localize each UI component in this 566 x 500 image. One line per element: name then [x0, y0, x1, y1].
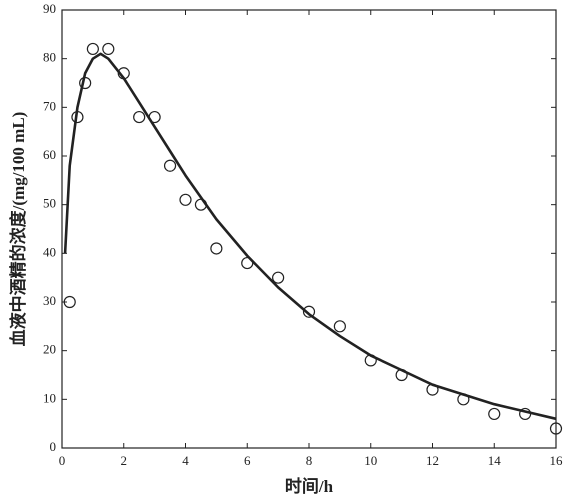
plot-frame: [61, 9, 557, 449]
data-point: [333, 320, 346, 333]
y-tick-label: 80: [43, 50, 56, 65]
data-point: [102, 42, 115, 56]
x-tick-label: 12: [426, 453, 439, 468]
y-tick-label: 90: [43, 1, 56, 16]
y-tick-label: 20: [43, 342, 56, 357]
y-tick-label: 40: [43, 244, 56, 259]
data-point: [163, 159, 177, 172]
y-tick-label: 0: [50, 439, 57, 454]
y-tick-label: 60: [43, 147, 56, 162]
data-point: [302, 305, 316, 318]
y-tick-label: 70: [43, 98, 56, 113]
data-point: [210, 242, 223, 255]
data-point: [488, 407, 501, 421]
data-point: [179, 193, 192, 206]
y-axis-title: 血液中酒精的浓度/(mg/100 mL): [8, 112, 28, 347]
data-point: [63, 295, 76, 309]
data-point: [86, 42, 99, 56]
x-tick-label: 0: [59, 453, 66, 468]
y-tick-label: 10: [43, 390, 56, 405]
data-point: [272, 271, 285, 284]
x-tick-label: 14: [488, 453, 502, 468]
x-tick-label: 16: [550, 453, 564, 468]
y-tick-label: 30: [43, 293, 56, 308]
y-tick-label: 50: [43, 196, 56, 211]
x-tick-label: 8: [306, 453, 313, 468]
x-tick-label: 4: [182, 453, 189, 468]
data-point: [133, 110, 146, 124]
fit-line: [63, 52, 557, 421]
x-tick-label: 6: [244, 453, 251, 468]
x-tick-label: 10: [364, 453, 377, 468]
x-axis-title: 时间/h: [285, 476, 334, 496]
x-tick-label: 2: [121, 453, 128, 468]
data-point: [549, 422, 563, 435]
